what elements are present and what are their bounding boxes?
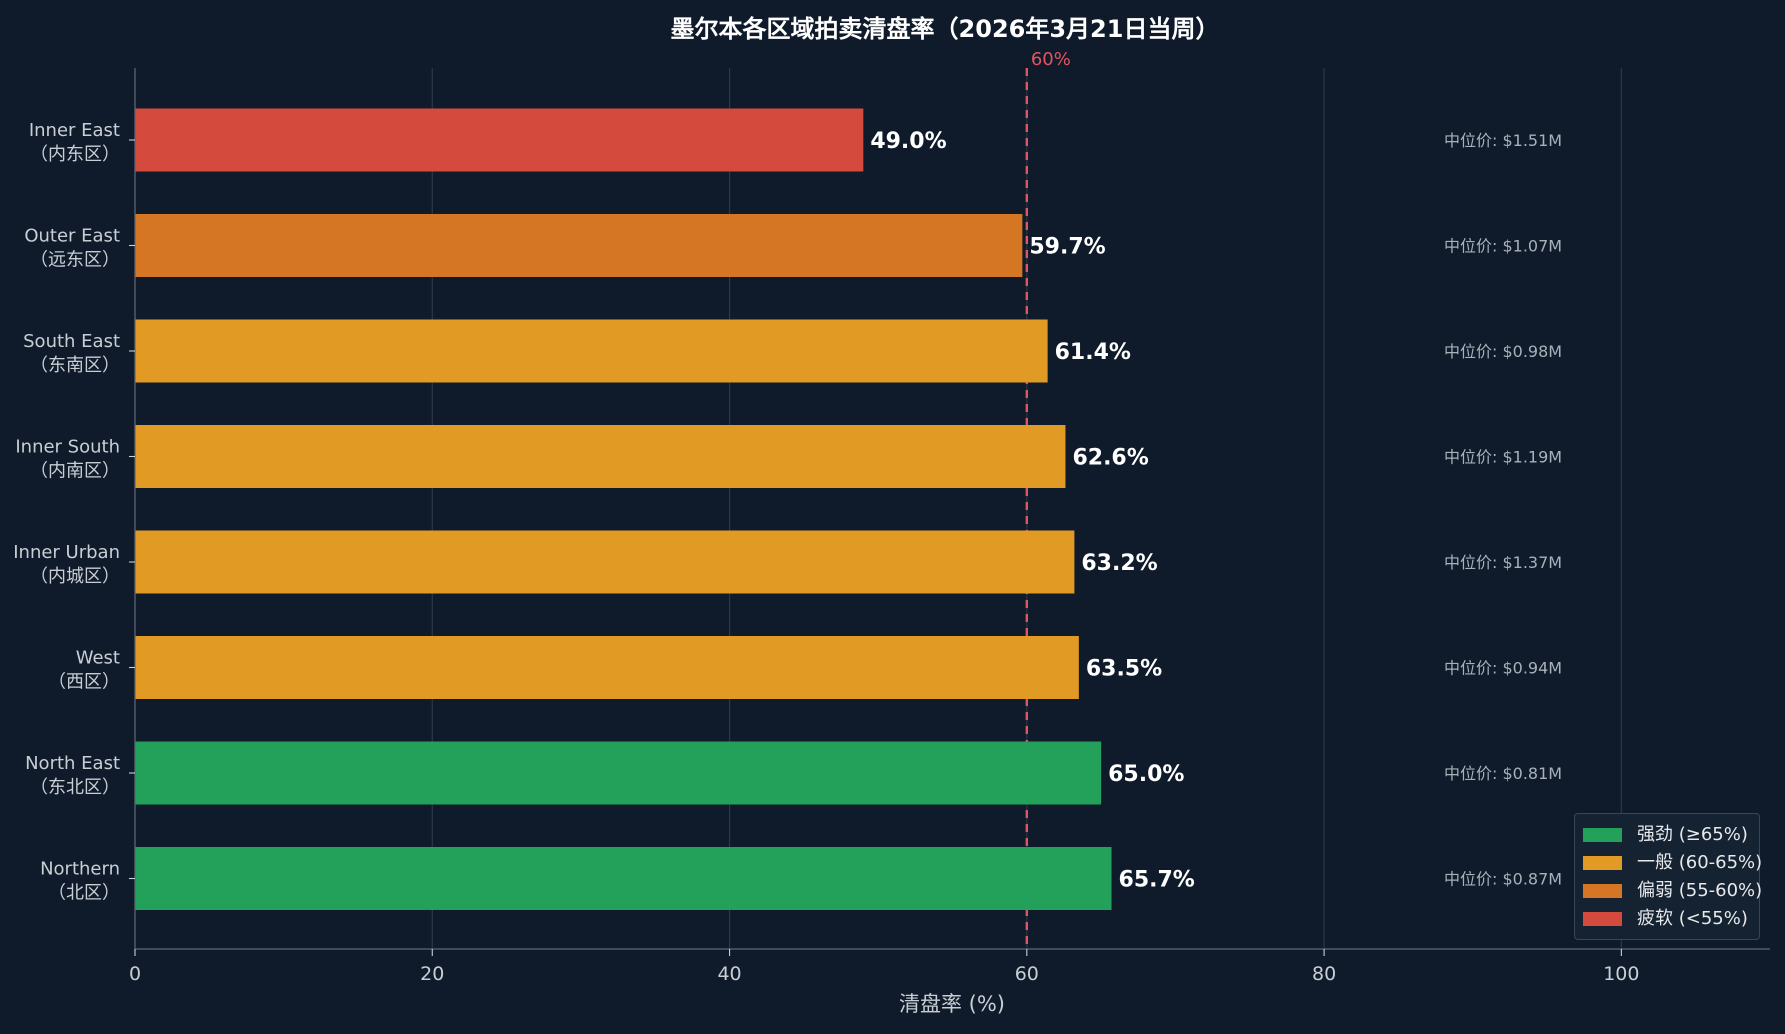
- y-category-label: North East （东北区）: [25, 753, 120, 798]
- y-category-label-line1: Inner Urban: [13, 542, 120, 563]
- bar-value-label: 63.2%: [1081, 551, 1157, 576]
- legend-swatch: [1583, 856, 1622, 870]
- bar: [135, 636, 1079, 699]
- bar: [135, 741, 1102, 805]
- y-category-label-line2: （东南区）: [30, 355, 120, 376]
- median-price-label: 中位价: $1.37M: [1444, 553, 1562, 572]
- bar-value-label: 49.0%: [870, 129, 946, 154]
- bar: [135, 319, 1048, 383]
- median-price-label: 中位价: $0.81M: [1444, 764, 1562, 783]
- y-category-label-line2: （内城区）: [30, 566, 120, 587]
- y-category-label-line1: Inner South: [15, 437, 120, 458]
- bar: [135, 425, 1066, 488]
- y-category-label: Inner East （内东区）: [29, 120, 120, 165]
- y-category-label-line1: Outer East: [24, 226, 120, 247]
- y-category-label-line2: （内东区）: [30, 144, 120, 165]
- median-price-label: 中位价: $1.51M: [1444, 131, 1562, 150]
- legend-label: 疲软 (<55%): [1637, 908, 1748, 929]
- median-price-label: 中位价: $1.07M: [1444, 237, 1562, 256]
- y-category-label-line2: （远东区）: [30, 250, 120, 271]
- y-category-label: South East （东南区）: [23, 331, 120, 376]
- legend-item: 一般 (60-65%): [1583, 849, 1762, 877]
- legend-label: 偏弱 (55-60%): [1637, 880, 1763, 901]
- legend: 强劲 (≥65%) 一般 (60-65%) 偏弱 (55-60%) 疲软 (<55%): [1574, 813, 1762, 940]
- y-category-label-line1: South East: [23, 331, 120, 352]
- legend-item: 偏弱 (55-60%): [1583, 877, 1762, 905]
- y-category-label-line2: （内南区）: [30, 461, 120, 482]
- median-price-label: 中位价: $0.94M: [1444, 659, 1562, 678]
- x-tick-label: 100: [1603, 963, 1639, 985]
- x-tick-label: 80: [1312, 963, 1336, 985]
- y-category-label: Inner Urban （内城区）: [13, 542, 120, 587]
- x-tick-label: 20: [420, 963, 444, 985]
- legend-swatch: [1583, 828, 1622, 842]
- bar-value-label: 65.7%: [1119, 868, 1195, 893]
- axes-layer: 0 20 40 60 80 100 Inner East （内东区） Outer East （远东…: [13, 68, 1770, 985]
- x-axis-title: 清盘率 (%): [899, 992, 1005, 1016]
- bar: [135, 847, 1112, 910]
- median-price-label: 中位价: $0.87M: [1444, 870, 1562, 889]
- median-price-label: 中位价: $1.19M: [1444, 448, 1562, 467]
- x-tick-label: 0: [129, 963, 141, 985]
- x-tick-label: 60: [1015, 963, 1039, 985]
- bar: [135, 214, 1023, 277]
- y-category-label-line2: （西区）: [48, 672, 120, 693]
- y-category-label-line1: Inner East: [29, 120, 120, 141]
- legend-label: 强劲 (≥65%): [1637, 824, 1748, 845]
- bar-value-label: 62.6%: [1072, 446, 1148, 471]
- bar-value-label: 65.0%: [1108, 762, 1184, 787]
- y-category-label: Inner South （内南区）: [15, 437, 120, 482]
- bar: [135, 530, 1075, 594]
- y-category-label-line1: Northern: [40, 859, 120, 880]
- legend-item: 疲软 (<55%): [1583, 905, 1749, 933]
- legend-label: 一般 (60-65%): [1637, 852, 1763, 873]
- y-category-label-line2: （北区）: [48, 883, 120, 904]
- y-category-label-line1: North East: [25, 753, 120, 774]
- chart-title: 墨尔本各区域拍卖清盘率（2026年3月21日当周）: [671, 15, 1220, 43]
- legend-swatch: [1583, 884, 1622, 898]
- bar: [135, 108, 864, 172]
- bar-value-label: 59.7%: [1029, 235, 1105, 260]
- median-price-label: 中位价: $0.98M: [1444, 342, 1562, 361]
- y-category-label-line1: West: [76, 648, 120, 669]
- bar-value-label: 63.5%: [1086, 657, 1162, 682]
- y-category-label: Outer East （远东区）: [24, 226, 120, 271]
- bars-layer: [135, 108, 1112, 910]
- legend-item: 强劲 (≥65%): [1583, 821, 1749, 849]
- x-tick-label: 40: [717, 963, 741, 985]
- reference-line-label: 60%: [1031, 49, 1071, 70]
- bar-value-label: 61.4%: [1055, 340, 1131, 365]
- y-category-label-line2: （东北区）: [30, 777, 120, 798]
- labels-layer: 49.0% 中位价: $1.51M 59.7% 中位价: $1.07M 61.4% 中位价…: [870, 129, 1562, 893]
- y-category-label: West （西区）: [48, 648, 120, 693]
- y-category-label: Northern （北区）: [40, 859, 120, 904]
- legend-swatch: [1583, 912, 1622, 926]
